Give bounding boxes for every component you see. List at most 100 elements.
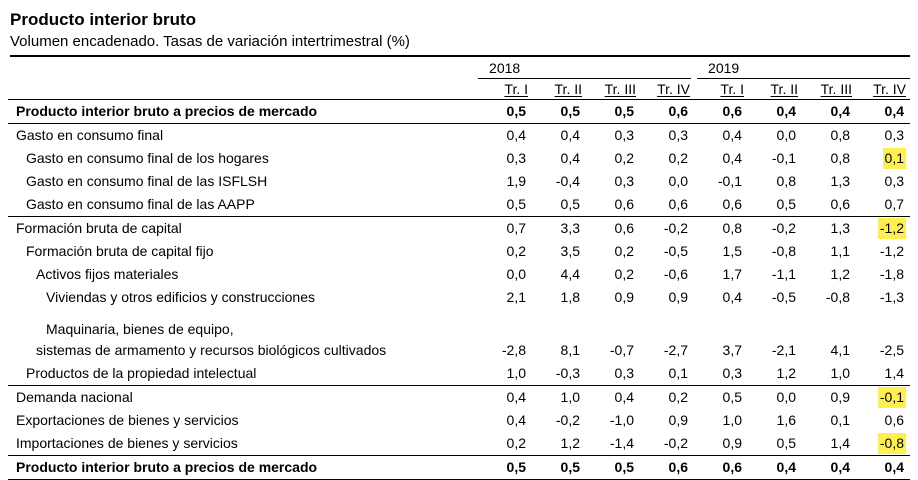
value-cell: -1,0 — [586, 410, 640, 431]
page-title: Producto interior bruto — [10, 10, 197, 29]
value-cell: -1,2 — [856, 218, 910, 239]
value-cell: 0,3 — [478, 148, 532, 169]
row-label-line: sistemas de armamento y recursos biológi… — [36, 342, 387, 358]
value: 0,5 — [560, 459, 580, 475]
row-label-line: Importaciones de bienes y servicios — [16, 435, 238, 451]
value-cell: -0,2 — [748, 218, 802, 239]
value: -1,4 — [609, 435, 634, 451]
value-cell: 4,4 — [532, 264, 586, 285]
value-cell: 0,6 — [640, 457, 694, 478]
highlighted-value: -1,2 — [877, 218, 906, 239]
value: 0,6 — [668, 196, 688, 212]
highlighted-value: 0,1 — [882, 148, 906, 169]
value-cell: -1,4 — [586, 433, 640, 454]
value-cell: 0,4 — [478, 387, 532, 408]
row-label: Formación bruta de capital — [8, 218, 478, 239]
value-cell: 1,4 — [856, 363, 910, 384]
value-cell: -1,3 — [856, 287, 910, 308]
table-row: Producto interior bruto a precios de mer… — [8, 456, 910, 480]
value-cell: 0,0 — [478, 264, 532, 285]
value: 0,7 — [884, 196, 904, 212]
row-label: Producto interior bruto a precios de mer… — [8, 101, 478, 122]
value-cell: 0,3 — [586, 125, 640, 146]
row-label-line: Demanda nacional — [16, 389, 133, 405]
value-cell: 0,3 — [694, 363, 748, 384]
row-label-line: Gasto en consumo final de los hogares — [26, 150, 269, 166]
row-label-line: Productos de la propiedad intelectual — [26, 365, 257, 381]
value-cell: -0,3 — [532, 363, 586, 384]
table-row: Productos de la propiedad intelectual 1,0… — [8, 362, 910, 386]
value-cell: 8,1 — [532, 340, 586, 361]
row-label-line: Producto interior bruto a precios de mer… — [16, 459, 318, 475]
value-cell: -0,7 — [586, 340, 640, 361]
value-cell: 0,1 — [802, 410, 856, 431]
quarter-header: Tr. II — [554, 81, 582, 97]
value-cell: -0,5 — [748, 287, 802, 308]
value-cell: -0,8 — [802, 287, 856, 308]
row-label: Importaciones de bienes y servicios — [8, 433, 478, 454]
value: 1,0 — [560, 389, 580, 405]
highlighted-value: -0,1 — [877, 387, 906, 408]
value-cell: 1,0 — [478, 363, 532, 384]
value-cell: 0,5 — [532, 194, 586, 215]
quarter-header: Tr. III — [820, 81, 852, 97]
value: 0,3 — [668, 127, 688, 143]
value-cell: 0,4 — [694, 125, 748, 146]
value-cell: -2,8 — [478, 340, 532, 361]
value-cell: 0,0 — [748, 125, 802, 146]
value: -2,1 — [771, 342, 796, 358]
row-label: Producto interior bruto a precios de mer… — [8, 457, 478, 478]
row-label: Demanda nacional — [8, 387, 478, 408]
value: -1,0 — [609, 412, 634, 428]
value: 1,4 — [884, 365, 904, 381]
value: 2,1 — [506, 289, 526, 305]
value: 8,1 — [560, 342, 580, 358]
value-cell: -0,2 — [640, 218, 694, 239]
value-cell: 0,5 — [694, 387, 748, 408]
value: 1,0 — [722, 412, 742, 428]
row-label-line: Gasto en consumo final de las AAPP — [26, 196, 255, 212]
value-cell: 0,2 — [478, 241, 532, 262]
value: 0,1 — [668, 365, 688, 381]
value: 0,2 — [506, 435, 526, 451]
value: -0,8 — [771, 243, 796, 259]
value-cell: 0,0 — [640, 171, 694, 192]
value-cell: 1,6 — [748, 410, 802, 431]
value: 1,4 — [830, 435, 850, 451]
value: 0,4 — [506, 412, 526, 428]
table-row: Maquinaria, bienes de equipo, sistemas de… — [8, 309, 910, 362]
row-label: Exportaciones de bienes y servicios — [8, 410, 478, 431]
value: -0,2 — [555, 412, 580, 428]
value: 0,9 — [668, 412, 688, 428]
value-cell: -0,1 — [694, 171, 748, 192]
value-cell: 0,3 — [856, 171, 910, 192]
value-cell: 1,0 — [694, 410, 748, 431]
value: -1,2 — [879, 243, 904, 259]
value: -2,8 — [501, 342, 526, 358]
value: 0,4 — [722, 289, 742, 305]
value: 0,4 — [776, 103, 796, 119]
value: 0,7 — [506, 220, 526, 236]
value-cell: 1,2 — [748, 363, 802, 384]
value: 0,6 — [722, 103, 742, 119]
value-cell: 1,1 — [802, 241, 856, 262]
row-label: Gasto en consumo final de las ISFLSH — [8, 171, 478, 192]
value-cell: 0,9 — [640, 287, 694, 308]
value: 0,3 — [884, 127, 904, 143]
value: 1,3 — [830, 220, 850, 236]
quarter-header: Tr. I — [720, 81, 744, 97]
row-label: Gasto en consumo final de las AAPP — [8, 194, 478, 215]
value: 0,5 — [506, 103, 526, 119]
value: 0,5 — [776, 196, 796, 212]
value: -0,2 — [771, 220, 796, 236]
value-cell: 1,4 — [802, 433, 856, 454]
value-cell: 0,8 — [802, 125, 856, 146]
value-cell: 0,4 — [748, 101, 802, 122]
value: 0,4 — [506, 127, 526, 143]
value: 0,5 — [776, 435, 796, 451]
value: -1,1 — [771, 266, 796, 282]
value-cell: 1,2 — [802, 264, 856, 285]
value-cell: -0,1 — [748, 148, 802, 169]
value: 0,6 — [884, 412, 904, 428]
value-cell: 0,4 — [532, 148, 586, 169]
